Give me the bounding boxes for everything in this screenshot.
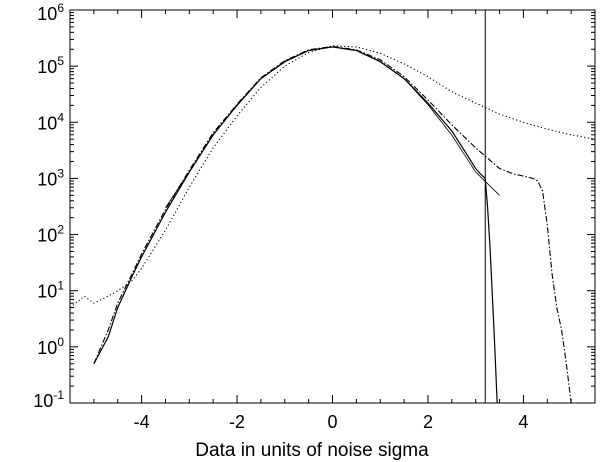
- x-tick-label: -4: [134, 412, 150, 432]
- plot-frame: [69, 9, 596, 404]
- y-tick-label: 104: [37, 110, 64, 133]
- x-axis: -4 -2 0 2 4: [69, 10, 596, 432]
- y-tick-label: 102: [37, 223, 64, 246]
- series-layer: [69, 45, 596, 404]
- y-tick-label: 103: [37, 166, 64, 189]
- series-line-dash-dot: [93, 45, 572, 404]
- x-tick-label: -2: [229, 412, 245, 432]
- y-tick-label: 101: [37, 279, 64, 302]
- series-line-thin-solid: [165, 46, 500, 209]
- x-tick-label: 4: [518, 412, 528, 432]
- y-tick-label: 100: [37, 335, 64, 358]
- y-tick-label: 10-1: [33, 388, 64, 411]
- y-tick-label: 105: [37, 54, 64, 77]
- x-tick-label: 0: [327, 412, 337, 432]
- series-line-solid: [93, 46, 498, 404]
- x-axis-title: Data in units of noise sigma: [195, 440, 429, 461]
- y-tick-label: 106: [37, 1, 64, 24]
- y-axis: 106 105 104 103 102 101 100 10-1: [33, 1, 595, 411]
- series-line-dotted: [69, 45, 596, 309]
- x-tick-label: 2: [423, 412, 433, 432]
